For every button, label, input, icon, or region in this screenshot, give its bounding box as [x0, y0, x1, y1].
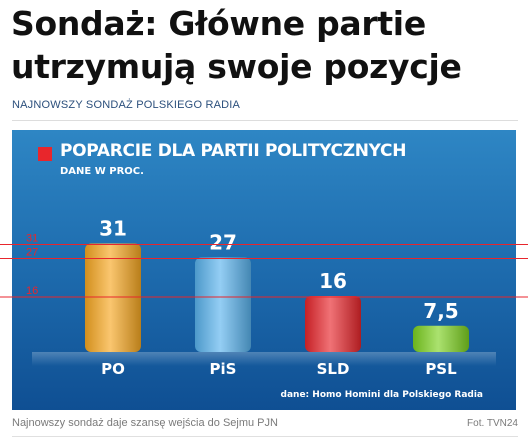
category-label-psl: PSL — [425, 360, 457, 378]
poll-chart: 31 PO 27 PiS 16 SLD 7,5 PSL POPARCIE DLA PARTII… — [12, 130, 516, 410]
category-label-pis: PiS — [210, 360, 237, 378]
bar-po — [85, 243, 141, 352]
value-label-psl: 7,5 — [423, 299, 458, 323]
bar-pis — [195, 257, 251, 352]
bar-sld — [305, 296, 361, 352]
chart-source: dane: Homo Homini dla Polskiego Radia — [280, 390, 483, 400]
photo-credit: Fot. TVN24 — [467, 418, 518, 429]
article-kicker[interactable]: NAJNOWSZY SONDAŻ POLSKIEGO RADIA — [12, 99, 241, 111]
title-marker-icon — [38, 147, 52, 161]
divider — [12, 436, 518, 437]
value-label-pis: 27 — [209, 231, 237, 255]
value-label-sld: 16 — [319, 269, 347, 293]
photo-caption: Najnowszy sondaż daje szansę wejścia do … — [12, 417, 278, 429]
category-label-sld: SLD — [317, 360, 350, 378]
divider — [12, 120, 518, 121]
category-label-po: PO — [101, 360, 125, 378]
chart-subtitle: DANE W PROC. — [60, 166, 144, 177]
chart-canvas: 31 PO 27 PiS 16 SLD 7,5 PSL — [32, 217, 496, 378]
chart-floor — [32, 352, 496, 366]
chart-title: POPARCIE DLA PARTII POLITYCZNYCH — [60, 141, 407, 161]
article-headline: Sondaż: Główne partie utrzymują swoje po… — [11, 4, 462, 86]
value-label-po: 31 — [99, 217, 127, 241]
bar-psl — [413, 325, 469, 352]
